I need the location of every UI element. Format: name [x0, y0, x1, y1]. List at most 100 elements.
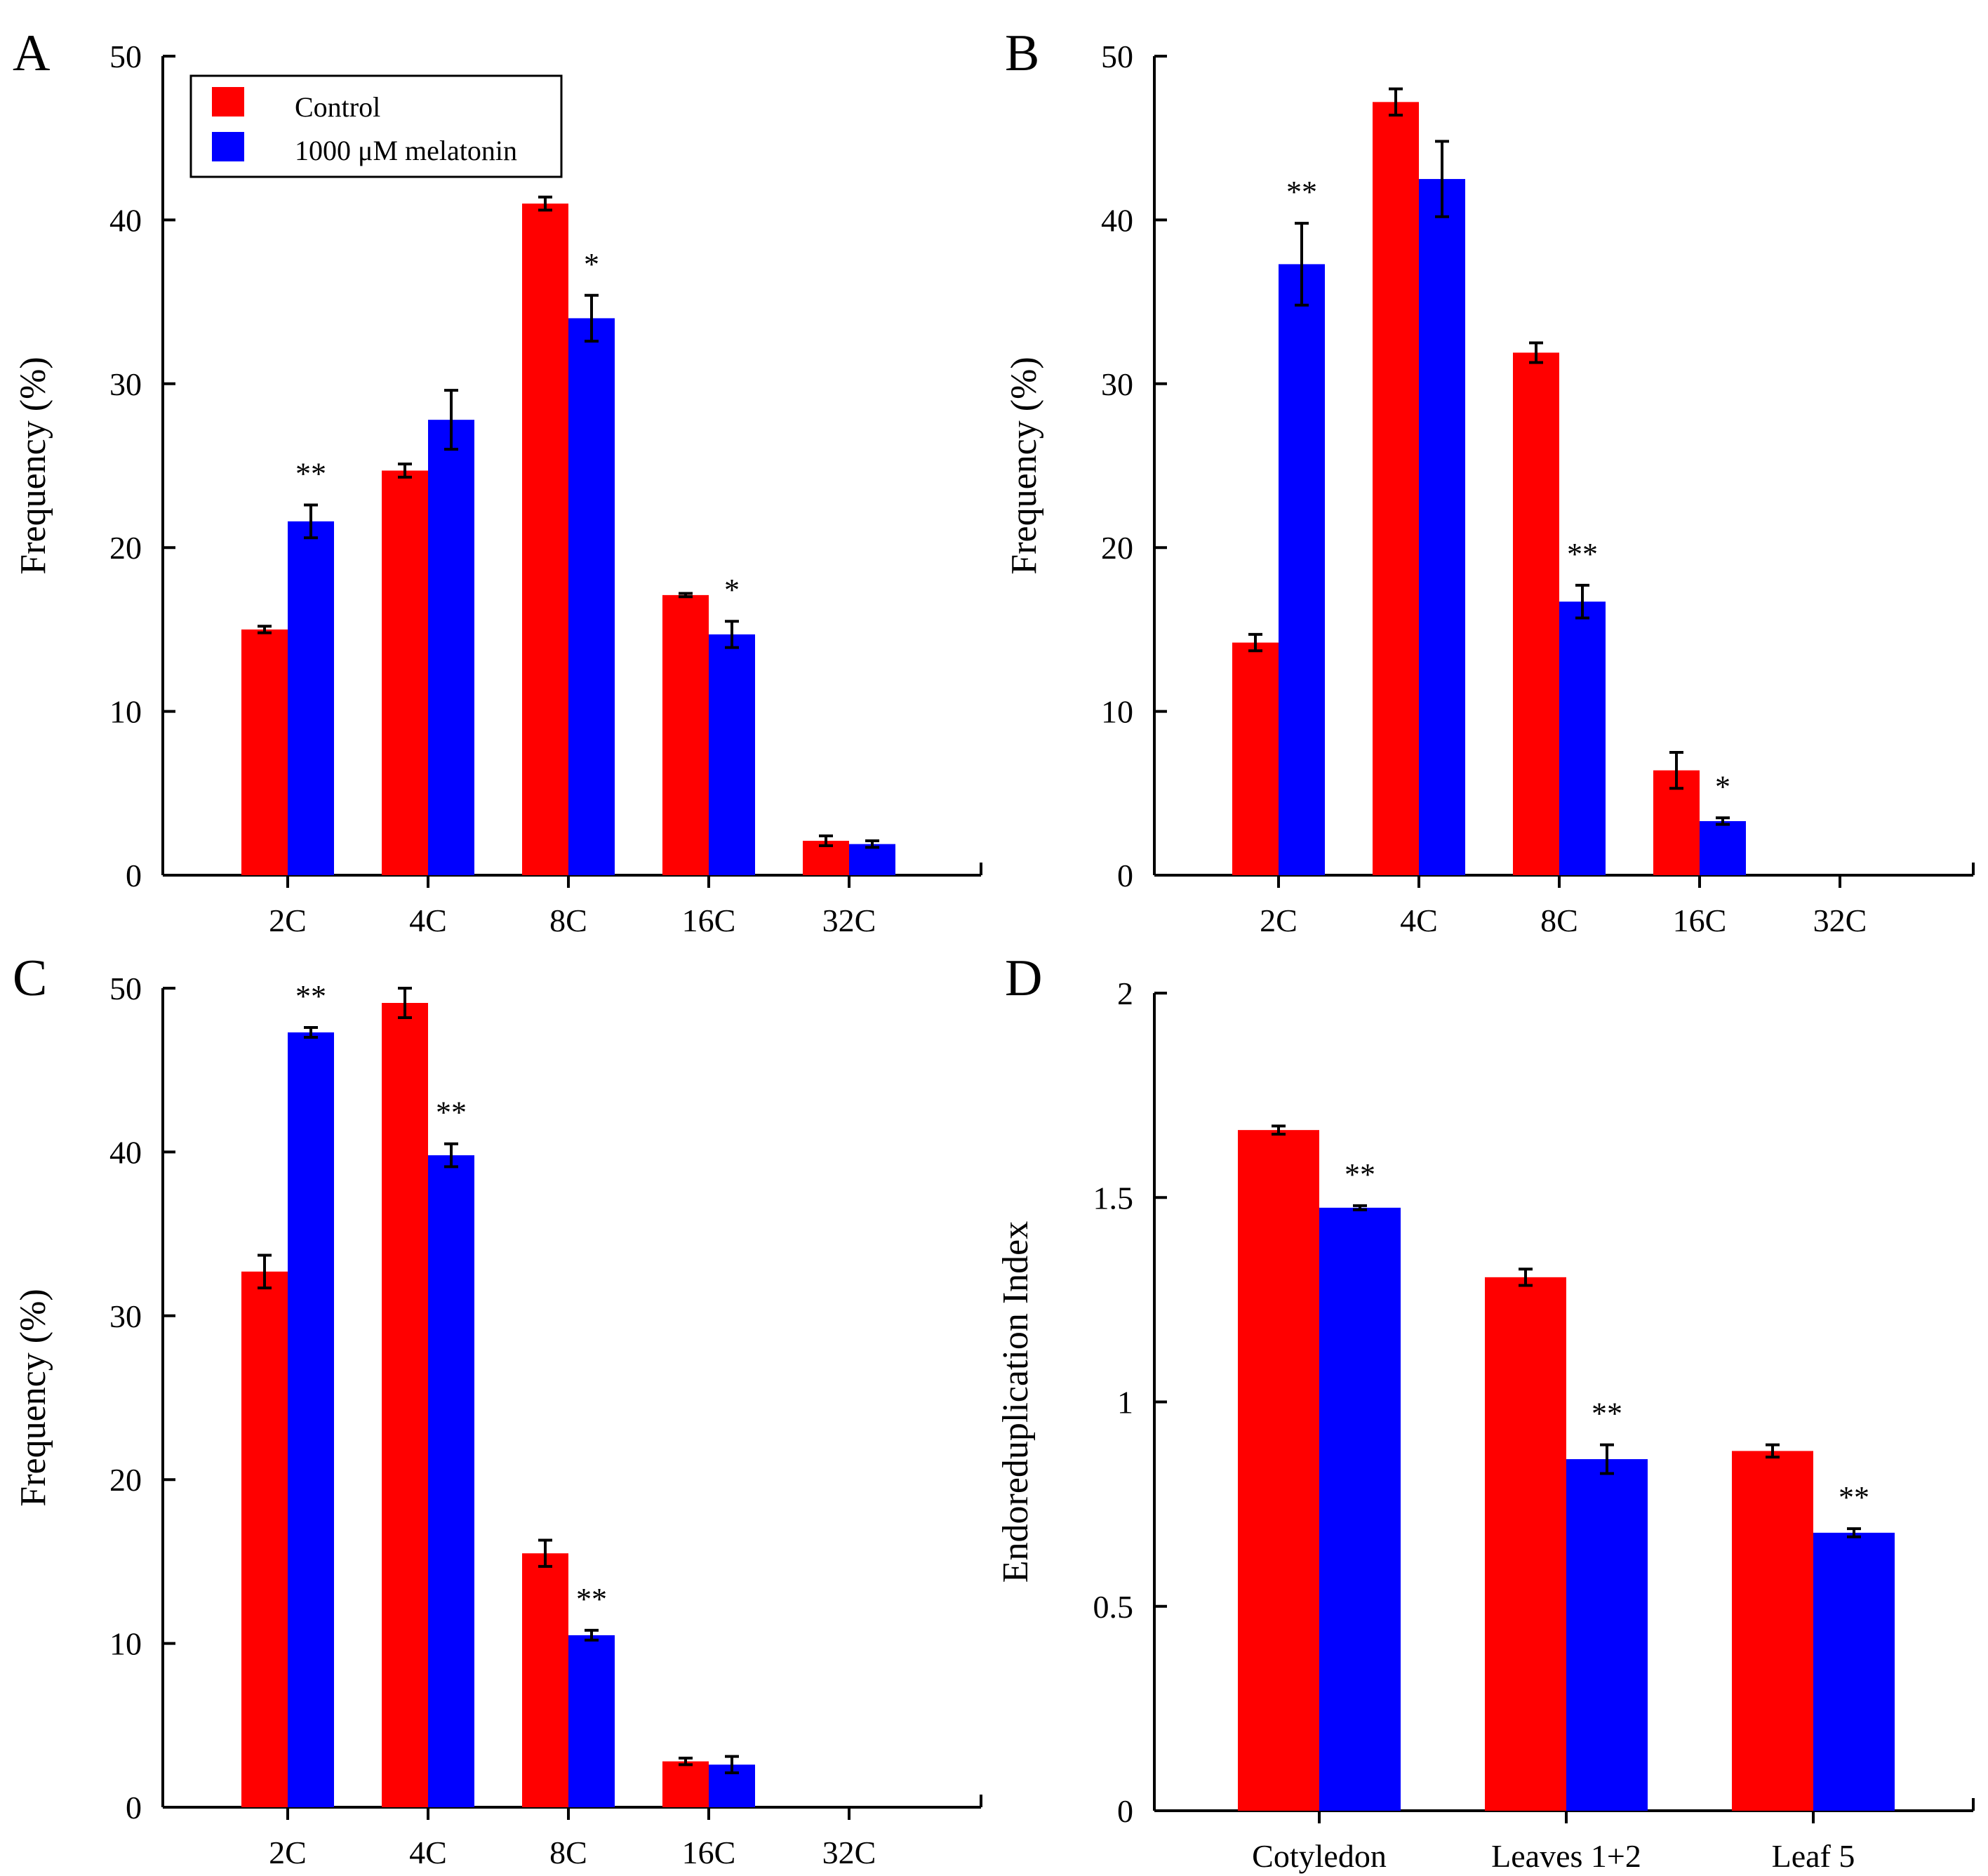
x-tick-label: 32C: [1813, 903, 1867, 938]
x-tick-label: 4C: [409, 903, 447, 938]
x-tick-label: 32C: [822, 1835, 876, 1870]
legend-box: [189, 74, 563, 178]
legend-label-melatonin: 1000 μM melatonin: [295, 135, 517, 166]
panel-a: A 0 10 20 30 40 50 Frequency (%) 2C ** 4C 8C * 16C * 32…: [13, 25, 982, 938]
bar: [1419, 179, 1465, 876]
bar: [428, 1155, 474, 1807]
bar: [1319, 1207, 1401, 1811]
y-axis-label: Frequency (%): [13, 1289, 53, 1506]
x-tick-label: 16C: [682, 903, 736, 938]
significance-label: **: [295, 979, 326, 1013]
y-tick-label: 1: [1117, 1385, 1133, 1421]
bar: [568, 1635, 615, 1807]
bar: [568, 318, 615, 875]
panel-d: D 0 0.5 1 1.5 2 Endoreduplication Index Cotyled…: [996, 950, 1975, 1874]
x-tick-label: 2C: [269, 903, 307, 938]
x-tick-label: 16C: [1673, 903, 1727, 938]
bar: [1279, 264, 1325, 876]
legend-swatch-control: [212, 87, 244, 117]
y-axis-label: Frequency (%): [13, 357, 53, 574]
y-tick-label: 20: [109, 1462, 142, 1498]
significance-label: *: [584, 247, 599, 281]
bar: [1813, 1532, 1895, 1811]
y-axis-label: Endoreduplication Index: [996, 1221, 1036, 1583]
bar: [1559, 601, 1606, 875]
x-tick-label: 2C: [1260, 903, 1297, 938]
y-tick-label: 40: [1101, 202, 1133, 238]
bar: [522, 204, 568, 875]
bar: [849, 844, 895, 875]
x-tick-label: 8C: [549, 903, 587, 938]
bar: [1700, 820, 1746, 875]
y-tick-label: 2: [1117, 976, 1133, 1011]
legend: Control 1000 μM melatonin: [189, 74, 563, 178]
x-tick-label: 2C: [269, 1835, 307, 1870]
y-tick-label: 0: [126, 1790, 142, 1825]
bar: [662, 594, 709, 875]
y-tick-label: 50: [109, 39, 142, 74]
bar: [1485, 1277, 1566, 1811]
y-tick-label: 50: [1101, 39, 1133, 74]
y-tick-label: 20: [109, 530, 142, 566]
y-tick-label: 1.5: [1093, 1180, 1134, 1216]
significance-label: **: [295, 457, 326, 491]
significance-label: **: [436, 1096, 467, 1130]
y-tick-label: 40: [109, 202, 142, 238]
bar: [709, 634, 755, 875]
y-tick-label: 20: [1101, 530, 1133, 566]
x-tick-label: Cotyledon: [1252, 1838, 1387, 1874]
significance-label: **: [1567, 537, 1598, 571]
panel-letter: B: [1005, 25, 1039, 82]
x-tick-label: 8C: [549, 1835, 587, 1870]
bar: [1373, 102, 1419, 875]
bar: [288, 1032, 334, 1807]
panel-b: B 0 10 20 30 40 50 Frequency (%) 2C ** 4C 8C ** 16C * 3…: [1004, 25, 1975, 938]
y-tick-label: 10: [109, 1626, 142, 1662]
y-tick-label: 0: [126, 858, 142, 893]
significance-label: **: [1839, 1480, 1869, 1515]
y-tick-label: 30: [109, 366, 142, 402]
y-tick-label: 40: [109, 1134, 142, 1170]
bar: [241, 1271, 288, 1807]
panel-c: C 0 10 20 30 40 50 Frequency (%) 2C ** 4C ** 8C ** 16C…: [13, 950, 982, 1870]
significance-label: **: [1592, 1397, 1622, 1431]
x-tick-label: 4C: [409, 1835, 447, 1870]
x-tick-label: Leaves 1+2: [1491, 1838, 1641, 1874]
y-tick-label: 0: [1117, 1793, 1133, 1829]
y-tick-label: 10: [109, 694, 142, 730]
y-tick-label: 30: [109, 1298, 142, 1334]
significance-label: *: [724, 573, 740, 607]
legend-label-control: Control: [295, 91, 380, 123]
bar: [1732, 1451, 1813, 1811]
significance-label: *: [1715, 769, 1730, 804]
legend-swatch-melatonin: [212, 132, 244, 161]
y-tick-label: 0.5: [1093, 1589, 1134, 1625]
y-axis-label: Frequency (%): [1004, 357, 1044, 574]
y-tick-label: 30: [1101, 366, 1133, 402]
bar: [1566, 1459, 1648, 1811]
panel-letter: C: [13, 950, 47, 1007]
x-tick-label: 32C: [822, 903, 876, 938]
bar: [241, 629, 288, 875]
x-tick-label: Leaf 5: [1772, 1838, 1855, 1874]
x-tick-label: 16C: [682, 1835, 736, 1870]
bar: [662, 1761, 709, 1807]
bar: [382, 470, 428, 875]
significance-label: **: [1345, 1157, 1375, 1192]
panel-letter: D: [1005, 950, 1042, 1007]
bar: [1513, 352, 1559, 876]
significance-label: **: [576, 1582, 607, 1616]
bar: [428, 420, 474, 875]
bar: [522, 1553, 568, 1807]
y-tick-label: 0: [1117, 858, 1133, 893]
x-tick-label: 8C: [1540, 903, 1578, 938]
bar: [382, 1003, 428, 1807]
y-tick-label: 10: [1101, 694, 1133, 730]
bar: [1238, 1130, 1319, 1811]
bar: [1232, 642, 1279, 875]
y-tick-label: 50: [109, 971, 142, 1006]
significance-label: **: [1286, 175, 1317, 209]
x-tick-label: 4C: [1400, 903, 1438, 938]
